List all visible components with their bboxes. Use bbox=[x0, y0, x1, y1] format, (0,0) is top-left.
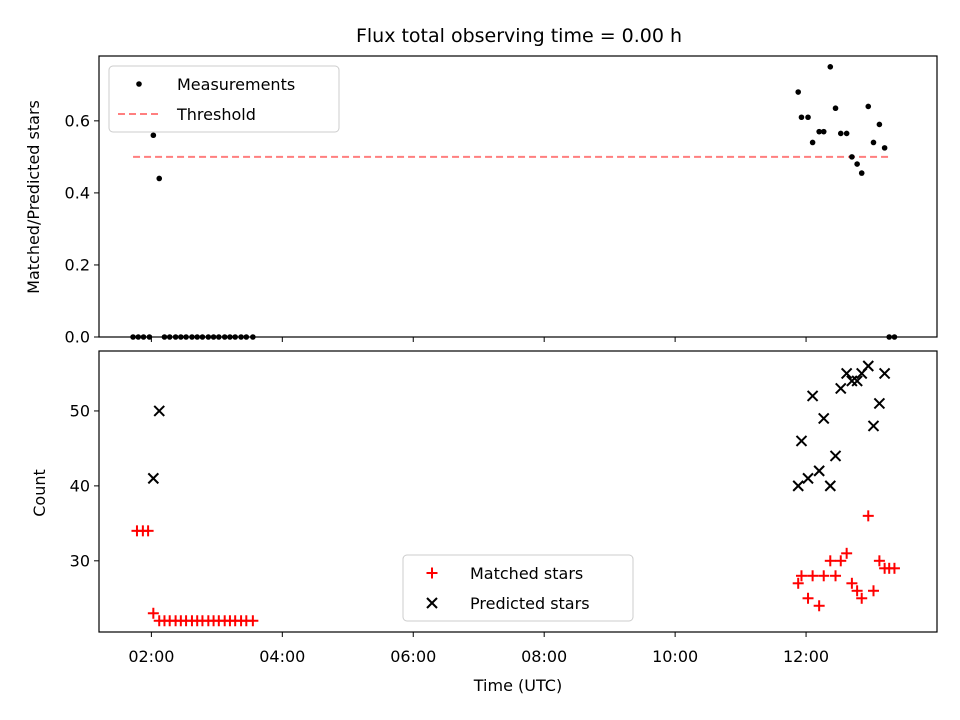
legend-label-predicted-stars: Predicted stars bbox=[470, 594, 590, 613]
matched-star-marker bbox=[862, 510, 874, 522]
top-panel: 0.0 0.2 0.4 0.6 Matched/Predicted stars Mea… bbox=[24, 55, 938, 347]
chart-title: Flux total observing time = 0.00 h bbox=[356, 25, 682, 47]
matched-star-marker bbox=[888, 562, 900, 574]
predicted-star-marker bbox=[795, 435, 808, 447]
top-x-axis bbox=[150, 337, 807, 342]
bottom-panel: 30 40 50 02:00 04:00 06:00 08:00 10:00 12:00 Co… bbox=[30, 350, 938, 695]
x-tick-label: 06:00 bbox=[390, 647, 436, 666]
measurement-point bbox=[881, 145, 888, 151]
measurement-point bbox=[805, 114, 811, 121]
bottom-legend-box bbox=[402, 554, 634, 622]
bottom-y-tick-label: 50 bbox=[70, 401, 90, 420]
matched-star-marker bbox=[846, 577, 858, 589]
top-y-tick-label: 0.0 bbox=[65, 328, 90, 347]
measurement-point bbox=[854, 161, 860, 167]
x-tick-label: 02:00 bbox=[128, 647, 174, 666]
bottom-x-axis: 02:00 04:00 06:00 08:00 10:00 12:00 bbox=[128, 632, 829, 666]
predicted-star-marker bbox=[862, 360, 874, 372]
measurement-point bbox=[870, 139, 877, 146]
measurement-point bbox=[795, 89, 802, 95]
measurement-point bbox=[816, 128, 822, 135]
matched-star-marker bbox=[795, 570, 807, 582]
predicted-star-marker bbox=[824, 480, 836, 492]
predicted-star-marker bbox=[806, 390, 819, 402]
legend-label-matched-stars: Matched stars bbox=[470, 564, 583, 583]
top-legend: Measurements Threshold bbox=[108, 65, 340, 133]
measurement-point bbox=[809, 139, 816, 146]
top-y-tick-label: 0.4 bbox=[65, 183, 90, 202]
matched-star-marker bbox=[807, 570, 819, 582]
bottom-y-tick-label: 30 bbox=[70, 551, 90, 570]
measurement-point bbox=[849, 154, 855, 160]
legend-label-measurements: Measurements bbox=[177, 75, 295, 94]
measurement-point bbox=[837, 130, 844, 137]
measurement-point bbox=[156, 175, 163, 182]
matched-star-marker bbox=[792, 577, 804, 589]
x-tick-label: 08:00 bbox=[521, 647, 567, 666]
predicted-star-marker bbox=[813, 465, 825, 477]
predicted-star-marker bbox=[818, 412, 830, 425]
matched-star-marker bbox=[867, 585, 879, 597]
x-tick-label: 10:00 bbox=[652, 647, 698, 666]
predicted-star-marker bbox=[792, 480, 804, 492]
x-tick-label: 12:00 bbox=[783, 647, 829, 666]
measurement-point bbox=[858, 170, 865, 176]
bottom-plot-frame bbox=[98, 350, 938, 633]
x-axis-title: Time (UTC) bbox=[473, 676, 562, 695]
matched-star-marker bbox=[856, 592, 868, 604]
predicted-star-marker bbox=[802, 472, 814, 485]
measurement-point bbox=[843, 130, 850, 137]
top-y-axis: 0.0 0.2 0.4 0.6 bbox=[65, 111, 99, 347]
measurement-point bbox=[865, 103, 872, 110]
bottom-legend: Matched stars Predicted stars bbox=[402, 554, 634, 622]
legend-swatch-matched-stars bbox=[426, 567, 438, 579]
x-tick-label: 04:00 bbox=[259, 647, 305, 666]
measurement-point bbox=[876, 121, 883, 128]
predicted-star-marker bbox=[840, 367, 853, 380]
predicted-star-marker bbox=[867, 420, 880, 432]
measurement-point bbox=[820, 128, 827, 135]
predicted-star-marker bbox=[153, 405, 165, 417]
measurement-point bbox=[150, 132, 157, 139]
predicted-star-marker bbox=[147, 472, 160, 485]
measurement-point bbox=[798, 114, 805, 121]
legend-swatch-measurements bbox=[136, 81, 142, 87]
bottom-y-axis-title: Count bbox=[30, 469, 49, 517]
legend-swatch-predicted-stars bbox=[426, 597, 438, 609]
measurement-point bbox=[832, 105, 839, 112]
predicted-star-marker bbox=[846, 375, 858, 387]
bottom-plot-marks bbox=[131, 360, 900, 627]
matched-star-marker bbox=[247, 615, 259, 627]
matched-star-marker bbox=[835, 555, 847, 567]
predicted-star-marker bbox=[873, 397, 886, 410]
bottom-y-axis: 30 40 50 bbox=[70, 401, 99, 570]
predicted-star-marker bbox=[829, 450, 842, 462]
top-y-tick-label: 0.6 bbox=[65, 111, 90, 130]
matched-star-marker bbox=[873, 555, 885, 567]
predicted-star-marker bbox=[851, 375, 863, 387]
matched-star-marker bbox=[147, 607, 159, 619]
measurement-point bbox=[827, 64, 834, 70]
matched-star-marker bbox=[802, 592, 814, 604]
top-y-tick-label: 0.2 bbox=[65, 255, 90, 274]
matched-star-marker bbox=[851, 585, 863, 597]
matched-star-marker bbox=[818, 570, 830, 582]
top-legend-box bbox=[108, 65, 340, 133]
matched-star-marker bbox=[830, 570, 842, 582]
matched-star-marker bbox=[813, 600, 825, 612]
predicted-star-marker bbox=[835, 382, 847, 395]
bottom-y-tick-label: 40 bbox=[70, 476, 90, 495]
matched-star-marker bbox=[841, 547, 853, 559]
legend-label-threshold: Threshold bbox=[176, 105, 256, 124]
top-plot-marks bbox=[130, 64, 898, 340]
matched-star-marker bbox=[824, 555, 836, 567]
predicted-star-marker bbox=[878, 367, 891, 380]
top-y-axis-title: Matched/Predicted stars bbox=[24, 100, 43, 294]
top-plot-frame bbox=[98, 55, 938, 338]
matched-star-marker bbox=[142, 525, 154, 537]
